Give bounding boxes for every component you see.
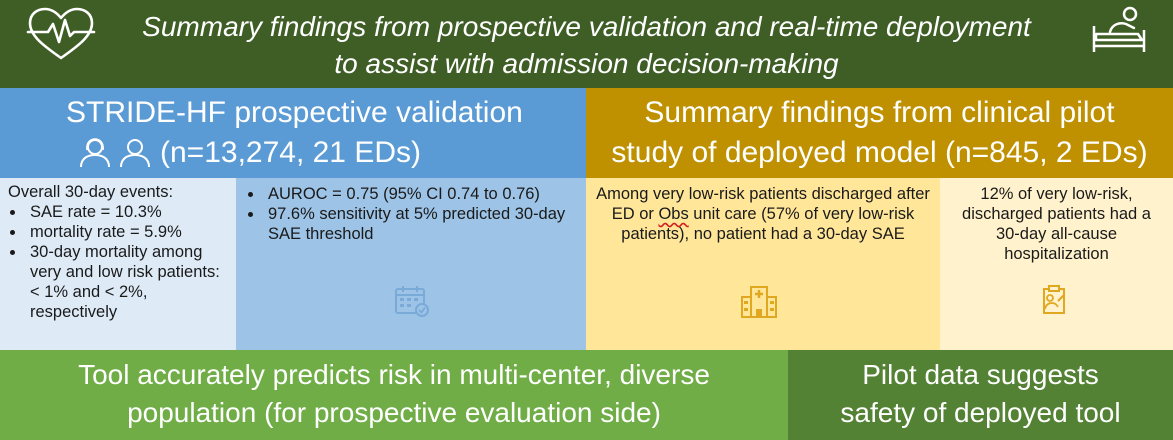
conclusion-line: Tool accurately predicts risk in multi-c… [78, 359, 710, 390]
pilot-header: Summary findings from clinical pilot stu… [586, 88, 1173, 178]
overall-events-list: SAE rate = 10.3% mortality rate = 5.9% 3… [8, 202, 228, 322]
people-icon [80, 138, 150, 168]
overall-events-heading: Overall 30-day events: [8, 183, 174, 201]
conclusion-pilot: Pilot data suggests safety of deployed t… [788, 350, 1173, 440]
list-item: 97.6% sensitivity at 5% predicted 30-day… [246, 204, 576, 244]
obs-term: Obs [658, 205, 689, 223]
finding-text: 12% of very low-risk, discharged patient… [962, 185, 1151, 263]
metrics-list: AUROC = 0.75 (95% CI 0.74 to 0.76) 97.6%… [246, 184, 576, 244]
metrics-panel: AUROC = 0.75 (95% CI 0.74 to 0.76) 97.6%… [236, 178, 586, 350]
page-title: Summary findings from prospective valida… [142, 11, 1031, 79]
finding-text: Among very low-risk patients discharged … [596, 185, 930, 223]
list-item: mortality rate = 5.9% [8, 222, 228, 242]
calendar-check-icon [395, 286, 429, 317]
pilot-finding-safety: Among very low-risk patients discharged … [586, 178, 940, 350]
validation-header: STRIDE-HF prospective validation (n=13,2… [0, 88, 586, 178]
conclusion-line: safety of deployed tool [840, 397, 1121, 428]
heart-pulse-icon [26, 7, 96, 60]
pilot-title-line-2: study of deployed model (n=845, 2 EDs) [611, 136, 1148, 169]
validation-title: STRIDE-HF prospective validation [66, 96, 523, 129]
overall-events-panel: Overall 30-day events: SAE rate = 10.3% … [0, 178, 236, 350]
list-item: AUROC = 0.75 (95% CI 0.74 to 0.76) [246, 184, 576, 204]
validation-sample-size: (n=13,274, 21 EDs) [160, 136, 421, 169]
conclusion-line: Pilot data suggests [862, 359, 1099, 390]
conclusion-validation: Tool accurately predicts risk in multi-c… [0, 350, 788, 440]
conclusion-line: population (for prospective evaluation s… [127, 397, 661, 428]
pilot-title-line-1: Summary findings from clinical pilot [644, 96, 1115, 129]
clipboard-icon [1043, 285, 1065, 314]
finding-text: unit care (57% of very low-risk patients… [621, 205, 915, 243]
title-banner: Summary findings from prospective valida… [0, 0, 1173, 88]
hospital-icon [741, 286, 777, 318]
list-item: SAE rate = 10.3% [8, 202, 228, 222]
pilot-finding-hospitalization: 12% of very low-risk, discharged patient… [940, 178, 1173, 350]
list-item: 30-day mortality among very and low risk… [8, 242, 228, 322]
hospital-bed-icon [1092, 6, 1146, 52]
